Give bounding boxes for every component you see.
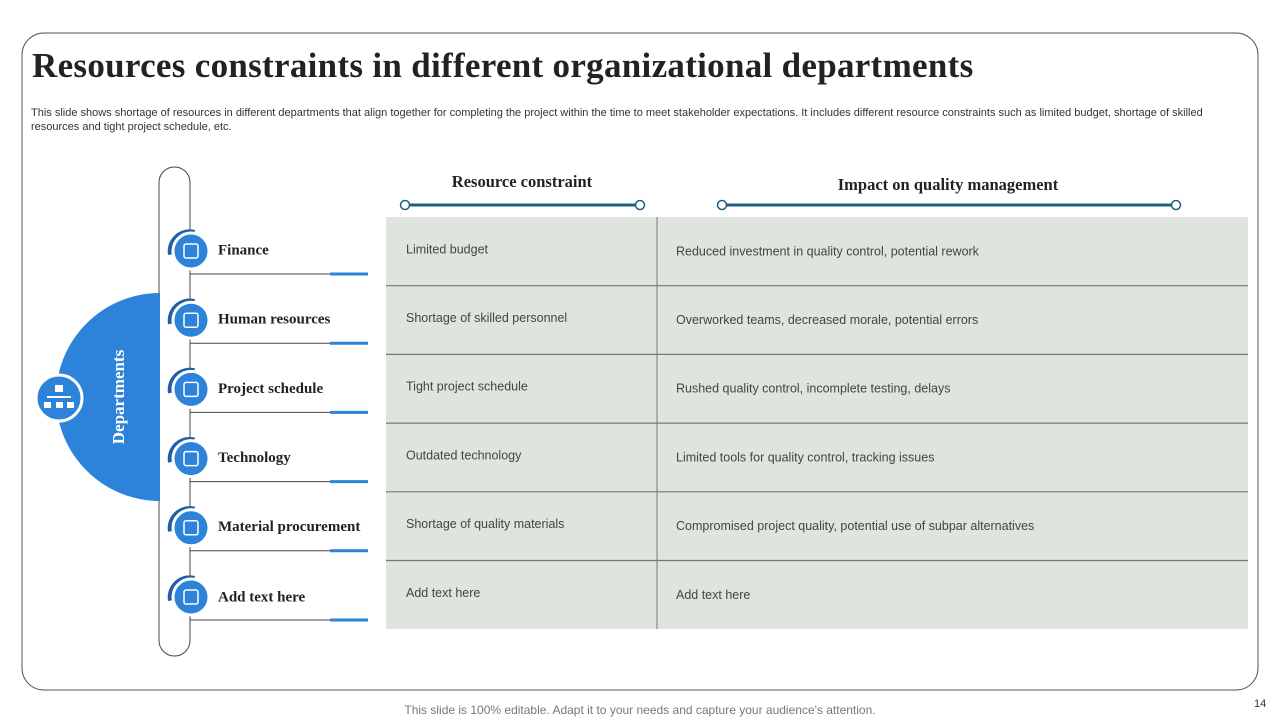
table-cell: Tight project schedule [406, 380, 528, 394]
department-label: Finance [218, 242, 269, 258]
department-label: Technology [218, 450, 291, 466]
half-circle [56, 293, 160, 501]
icon-circle [171, 508, 211, 548]
table-cell: Outdated technology [406, 448, 522, 462]
table-cell: Reduced investment in quality control, p… [676, 244, 980, 258]
table-cell: Add text here [676, 588, 750, 602]
frame [21, 32, 1259, 691]
icon-circle [171, 577, 211, 617]
department-label: Add text here [218, 589, 306, 605]
description: This slide shows shortage of resources i… [31, 107, 1203, 133]
table-cell: Shortage of skilled personnel [406, 311, 567, 325]
table-cell: Add text here [406, 586, 480, 600]
table-cell: Compromised project quality, potential u… [676, 519, 1034, 533]
table-cell: Rushed quality control, incomplete testi… [676, 382, 950, 396]
department-label: Material procurement [218, 519, 360, 535]
table-cell: Overworked teams, decreased morale, pote… [676, 313, 978, 327]
table-cell: Limited tools for quality control, track… [676, 450, 934, 464]
side-label: Departments [109, 349, 128, 444]
icon-glyph [183, 589, 199, 605]
icon-circle [171, 300, 211, 340]
icon-circle [171, 439, 211, 479]
footer-note: This slide is 100% editable. Adapt it to… [404, 703, 876, 717]
icon-glyph [183, 243, 199, 259]
table-cell: Limited budget [406, 242, 489, 256]
icon-circle [171, 369, 211, 409]
org-glyph [44, 385, 74, 408]
icon-glyph [183, 381, 199, 398]
department-label: Project schedule [218, 381, 323, 397]
icon-glyph [183, 312, 199, 328]
icon-circle [171, 231, 211, 271]
header-rules [399, 199, 1182, 211]
column-header: Impact on quality management [838, 175, 1059, 194]
column-header: Resource constraint [452, 172, 593, 191]
icon-glyph [183, 450, 199, 467]
title: Resources constraints in different organ… [32, 46, 974, 85]
page-number: 14 [1254, 698, 1267, 710]
icon-glyph [183, 520, 199, 536]
table-cell: Shortage of quality materials [406, 517, 564, 531]
department-label: Human resources [218, 312, 331, 328]
